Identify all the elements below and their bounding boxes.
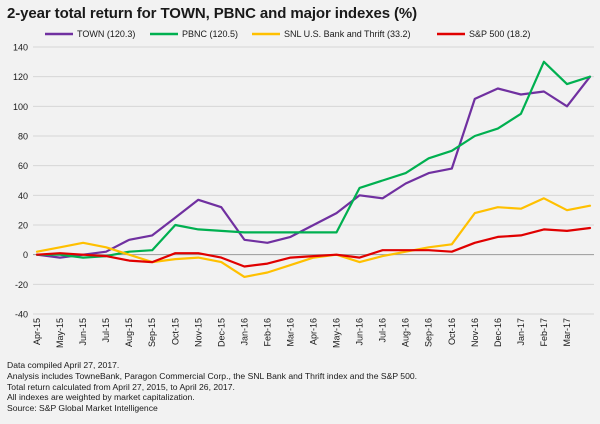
x-tick-label: Dec-15 — [216, 318, 226, 347]
x-tick-label: Feb-16 — [262, 318, 272, 347]
series-line-3 — [35, 226, 592, 268]
footnote-total-return: Total return calculated from April 27, 2… — [7, 381, 235, 392]
x-tick-label: Apr-16 — [309, 318, 319, 345]
x-tick-label: Nov-15 — [193, 318, 203, 347]
x-tick-label: Aug-15 — [124, 318, 134, 347]
y-tick-label: 80 — [18, 132, 28, 142]
legend-label: TOWN (120.3) — [77, 29, 135, 39]
x-tick-label: Jul-16 — [378, 318, 388, 343]
footnote-data-compiled: Data compiled April 27, 2017. — [7, 360, 120, 370]
y-tick-label: 140 — [13, 43, 28, 53]
x-tick-label: Aug-16 — [401, 318, 411, 347]
x-tick-label: Nov-16 — [470, 318, 480, 347]
line-chart: -40 -20 0 20 40 60 80 100 120 140 Apr-15 May-15 Jun… — [13, 29, 594, 348]
series-line-1 — [35, 60, 592, 259]
x-tick-label: Sep-16 — [424, 318, 434, 347]
x-tick-label: Mar-17 — [562, 318, 572, 347]
footnote-weighting: All indexes are weighted by market capit… — [7, 392, 195, 403]
legend-label: PBNC (120.5) — [182, 29, 238, 39]
x-tick-label: Jan-16 — [239, 318, 249, 346]
x-tick-label: Jun-15 — [78, 318, 88, 346]
x-tick-label: Feb-17 — [539, 318, 549, 347]
y-tick-label: -20 — [15, 280, 28, 290]
x-tick-label: May-15 — [55, 318, 65, 348]
series-line-2 — [35, 197, 592, 278]
y-tick-label: 60 — [18, 161, 28, 171]
y-tick-label: -40 — [15, 310, 28, 320]
x-tick-label: Oct-16 — [447, 318, 457, 345]
y-tick-label: 120 — [13, 72, 28, 82]
footnote-source: Source: S&P Global Market Intelligence — [7, 403, 158, 414]
y-tick-label: 20 — [18, 221, 28, 231]
x-tick-label: Oct-15 — [170, 318, 180, 345]
x-tick-label: Mar-16 — [285, 318, 295, 347]
legend-label: S&P 500 (18.2) — [469, 29, 530, 39]
footnote-analysis: Analysis includes TowneBank, Paragon Com… — [7, 370, 418, 381]
x-tick-label: May-16 — [332, 318, 342, 348]
x-tick-label: Jan-17 — [516, 318, 526, 346]
y-tick-label: 40 — [18, 191, 28, 201]
x-tick-label: Apr-15 — [32, 318, 42, 345]
footnotes: Data compiled April 27, 2017. Analysis i… — [7, 360, 417, 414]
x-tick-label: Jun-16 — [355, 318, 365, 346]
legend-label: SNL U.S. Bank and Thrift (33.2) — [284, 29, 411, 39]
y-tick-label: 0 — [23, 250, 28, 260]
y-tick-label: 100 — [13, 102, 28, 112]
series-line-0 — [35, 75, 592, 259]
x-tick-label: Sep-15 — [147, 318, 157, 347]
x-tick-label: Dec-16 — [493, 318, 503, 347]
x-tick-label: Jul-15 — [101, 318, 111, 343]
chart-title: 2-year total return for TOWN, PBNC and m… — [7, 5, 418, 22]
